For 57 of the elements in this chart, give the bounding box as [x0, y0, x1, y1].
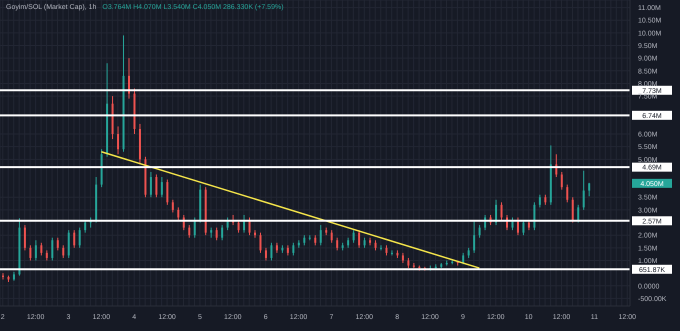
candlestick [24, 224, 26, 251]
candlestick [314, 234, 316, 246]
candlestick [216, 227, 218, 241]
candlestick [221, 224, 224, 241]
candlestick [538, 194, 541, 208]
candlestick [473, 220, 476, 254]
candlestick [166, 179, 168, 206]
candlestick [62, 244, 64, 258]
candlestick [358, 230, 360, 248]
candlestick [582, 170, 585, 210]
candlestick [478, 224, 481, 238]
candlestick [177, 206, 180, 221]
candlestick [56, 237, 59, 251]
candlestick [40, 242, 42, 256]
candlestick [270, 242, 272, 261]
candlestick [566, 184, 568, 203]
candlestick [117, 126, 120, 155]
candlestick [320, 224, 322, 246]
candlestick [259, 232, 262, 254]
candlestick [160, 176, 163, 198]
candlestick [84, 220, 86, 234]
candlestick [292, 242, 294, 256]
candlestick [533, 202, 536, 231]
candlestick [352, 230, 355, 244]
candlestick [402, 252, 404, 264]
candlestick [46, 250, 48, 261]
candlestick [468, 247, 470, 258]
candlestick [500, 202, 503, 221]
candlestick [210, 227, 212, 238]
candlestick [522, 220, 524, 236]
candlestick [78, 227, 81, 248]
candlestick [330, 230, 333, 244]
candlestick [51, 237, 54, 261]
candlestick [385, 244, 388, 256]
candlestick [172, 199, 174, 213]
candlestick [336, 237, 338, 251]
candlestick [188, 224, 190, 238]
candlestick [276, 242, 278, 254]
candlestick [68, 230, 70, 258]
candlestick [588, 182, 590, 197]
candlestick [238, 220, 240, 234]
candlestick [374, 240, 377, 251]
candlestick [560, 171, 563, 190]
candlestick [264, 247, 267, 261]
candlestick [577, 204, 580, 224]
candlestick [347, 237, 350, 248]
candlestick [29, 244, 32, 261]
candlestick [34, 240, 37, 261]
candlestick [73, 230, 76, 248]
candlestick [407, 257, 410, 269]
candlestick [364, 237, 366, 248]
candlestick [544, 194, 546, 206]
candlestick [572, 196, 574, 224]
candlestick [150, 171, 152, 198]
candlestick [303, 234, 306, 246]
candlestick [155, 174, 158, 198]
candlestick [286, 244, 289, 256]
